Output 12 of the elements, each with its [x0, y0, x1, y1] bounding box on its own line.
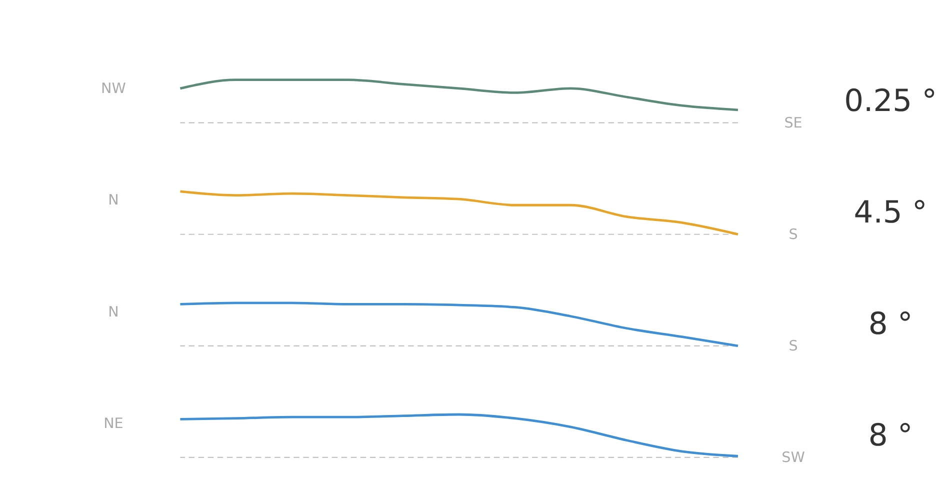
text: 4.5 °	[854, 195, 928, 230]
text: NE	[104, 416, 124, 432]
text: S	[788, 338, 798, 355]
text: N	[108, 304, 119, 320]
text: NW	[101, 81, 126, 98]
text: N	[108, 192, 119, 209]
text: S	[788, 227, 798, 244]
text: SE	[784, 116, 802, 132]
text: 8 °	[868, 418, 913, 454]
text: 8 °	[868, 306, 913, 342]
text: SW	[782, 450, 805, 466]
text: 0.25 °	[844, 84, 937, 119]
